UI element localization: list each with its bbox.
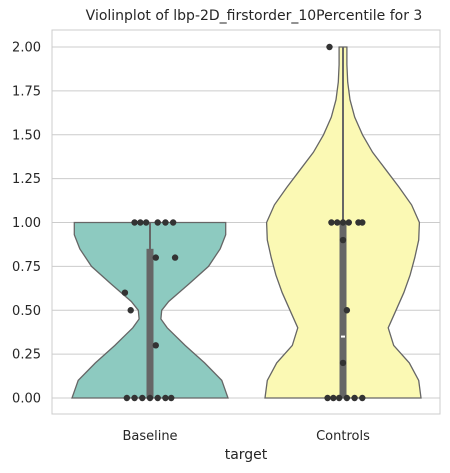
data-point <box>328 219 335 226</box>
data-point <box>324 394 331 402</box>
data-point <box>162 394 169 402</box>
iqr-box <box>146 248 154 398</box>
plot-frame <box>51 29 441 415</box>
x-tick-label: Controls <box>316 429 370 444</box>
data-point <box>334 219 341 226</box>
data-point <box>142 219 150 226</box>
y-tick-label: 0.00 <box>12 392 41 407</box>
y-tick-label: 0.25 <box>12 348 41 363</box>
data-point <box>152 254 159 261</box>
data-point <box>339 236 347 244</box>
data-point <box>123 394 131 402</box>
y-tick-label: 1.00 <box>12 216 41 231</box>
y-tick-label: 2.00 <box>12 41 41 56</box>
data-point <box>168 394 175 402</box>
data-point <box>335 394 343 402</box>
data-point <box>121 289 129 296</box>
y-tick-label: 1.75 <box>12 84 41 99</box>
data-point <box>137 219 144 226</box>
x-axis-label: target <box>225 447 268 463</box>
data-point <box>131 219 138 226</box>
chart-title: Violinplot of lbp-2D_firstorder_10Percen… <box>86 8 423 24</box>
data-point <box>154 394 161 402</box>
data-point <box>359 219 366 226</box>
data-point <box>169 219 177 226</box>
data-point <box>359 394 366 402</box>
data-point <box>345 219 352 226</box>
data-point <box>152 342 159 349</box>
data-point <box>131 394 138 402</box>
x-tick-label: Baseline <box>122 429 177 444</box>
x-tick-labels: Baseline Controls <box>122 429 370 444</box>
data-point <box>339 219 347 226</box>
data-point <box>154 219 161 226</box>
data-point <box>330 394 337 402</box>
data-point <box>146 394 154 402</box>
data-point <box>127 307 134 314</box>
y-tick-label: 0.75 <box>12 260 41 275</box>
data-point <box>162 219 169 226</box>
data-point <box>139 394 146 402</box>
y-tick-label: 1.25 <box>12 172 41 187</box>
data-point <box>343 307 351 314</box>
data-point <box>343 394 351 402</box>
y-tick-labels: 0.00 0.25 0.50 0.75 1.00 1.25 1.50 1.75 2.00 <box>12 41 41 407</box>
data-point <box>326 43 333 51</box>
y-tick-label: 1.50 <box>12 128 41 143</box>
data-point <box>171 254 179 261</box>
y-tick-label: 0.50 <box>12 304 41 319</box>
data-point <box>351 394 358 402</box>
iqr-box <box>339 222 347 398</box>
violin-group <box>71 43 422 402</box>
data-point <box>339 359 347 367</box>
